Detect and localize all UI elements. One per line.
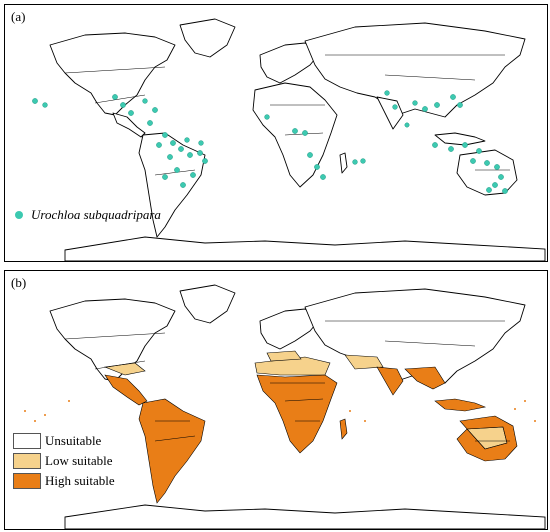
panel-a-occurrence-map: (a) bbox=[4, 4, 548, 262]
occurrence-points bbox=[32, 90, 508, 194]
legend-item-low-suitable: Low suitable bbox=[13, 451, 115, 471]
legend-species: Urochloa subquadripara bbox=[15, 207, 161, 223]
swatch-unsuitable bbox=[13, 433, 41, 449]
legend-label-unsuitable: Unsuitable bbox=[45, 433, 102, 448]
world-map-a bbox=[32, 18, 546, 261]
country-borders-b bbox=[64, 320, 510, 442]
swatch-high-suitable bbox=[13, 473, 41, 489]
swatch-low-suitable bbox=[13, 453, 41, 469]
high-suitable-areas bbox=[104, 366, 518, 504]
panel-b-label: (b) bbox=[11, 275, 27, 290]
panel-b-suitability-map: (b) bbox=[4, 270, 548, 530]
legend-suitability: Unsuitable Low suitable High suitable bbox=[13, 431, 115, 491]
legend-item-high-suitable: High suitable bbox=[13, 471, 115, 491]
island-speckles bbox=[24, 400, 536, 422]
continents-a bbox=[49, 18, 546, 261]
legend-label-low-suitable: Low suitable bbox=[45, 453, 113, 468]
species-marker-icon bbox=[15, 211, 23, 219]
legend-item-unsuitable: Unsuitable bbox=[13, 431, 115, 451]
species-name: Urochloa subquadripara bbox=[31, 207, 161, 222]
legend-label-high-suitable: High suitable bbox=[45, 473, 115, 488]
panel-a-label: (a) bbox=[11, 9, 26, 24]
world-map-b bbox=[24, 284, 546, 529]
